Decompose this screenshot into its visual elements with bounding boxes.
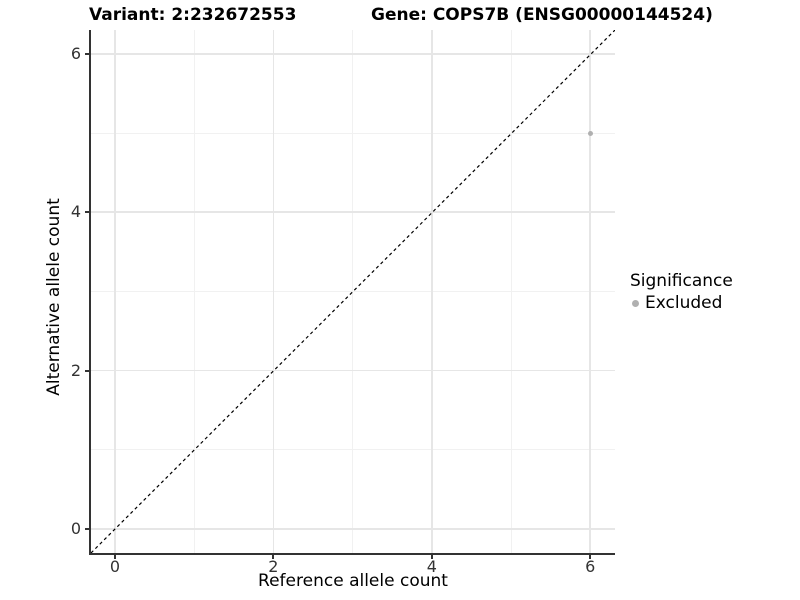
y-tick-label-4: 4	[70, 202, 81, 222]
x-tick-mark-4	[430, 553, 433, 559]
gridline-major-x4	[431, 30, 433, 553]
legend: Significance Excluded	[630, 271, 733, 313]
x-tick-mark-2	[272, 553, 275, 559]
gridline-major-x6	[589, 30, 591, 553]
excluded-point-icon	[632, 299, 639, 307]
gridline-major-y2	[91, 369, 615, 372]
y-tick-mark-0	[85, 528, 91, 530]
x-tick-label-4: 4	[426, 557, 437, 576]
gridline-major-y4	[91, 211, 615, 213]
legend-title: Significance	[630, 271, 733, 291]
y-tick-label-6: 6	[70, 43, 81, 63]
gridline-minor-y1	[91, 449, 615, 451]
y-tick-label-0: 0	[70, 519, 81, 538]
gridline-major-x0	[114, 30, 116, 553]
gridline-major-y6	[91, 53, 615, 55]
y-tick-mark-4	[85, 211, 91, 214]
gridline-major-x2	[272, 30, 275, 553]
y-tick-label-2: 2	[70, 360, 81, 380]
y-tick-mark-2	[85, 369, 91, 372]
y-tick-mark-6	[85, 52, 91, 55]
gridline-minor-y5	[91, 132, 615, 134]
x-tick-label-6: 6	[585, 557, 596, 576]
x-tick-mark-6	[589, 553, 592, 559]
gridline-major-y0	[91, 528, 615, 530]
identity-dashed-line	[91, 30, 615, 553]
x-tick-mark-0	[114, 553, 116, 559]
data-point	[587, 130, 593, 136]
x-tick-label-2: 2	[268, 557, 279, 576]
x-axis-title: Reference allele count	[258, 571, 448, 591]
x-tick-label-0: 0	[109, 557, 121, 576]
gridline-minor-y3	[91, 290, 615, 292]
legend-item-label: Excluded	[645, 293, 723, 313]
plot-panel	[89, 30, 615, 555]
variant-title: Variant: 2:232672553	[89, 5, 297, 25]
legend-item-excluded: Excluded	[630, 293, 733, 313]
gene-title: Gene: COPS7B (ENSG00000144524)	[371, 5, 713, 25]
